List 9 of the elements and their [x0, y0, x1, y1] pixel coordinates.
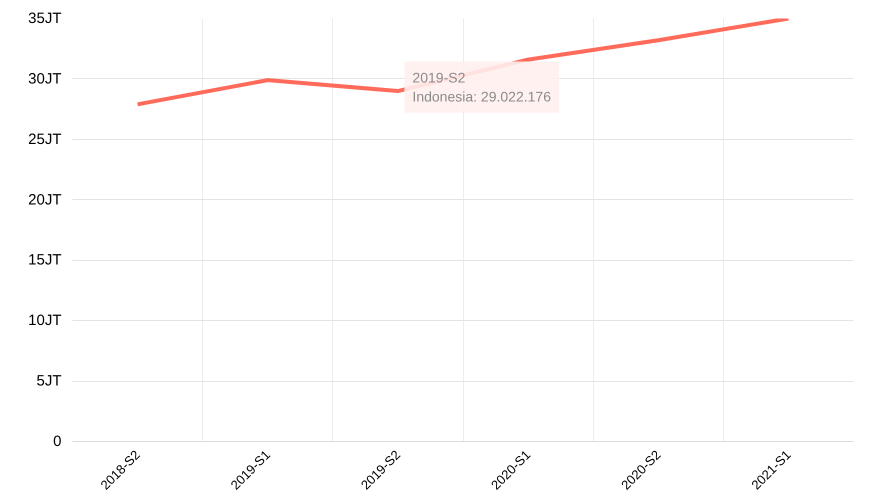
y-tick-label: 35JT [28, 10, 62, 27]
y-tick-label: 20JT [28, 191, 62, 208]
y-tick-label: 15JT [28, 252, 62, 269]
y-tick-label: 25JT [28, 130, 62, 148]
y-tick-label: 5JT [36, 372, 62, 390]
y-tick-label: 0 [53, 433, 62, 450]
annotation: 2019-S2 Indonesia: 29.022.176 [412, 70, 552, 105]
y-tick-label: 30JT [28, 70, 62, 88]
y-tick-label: 10JT [28, 312, 62, 330]
